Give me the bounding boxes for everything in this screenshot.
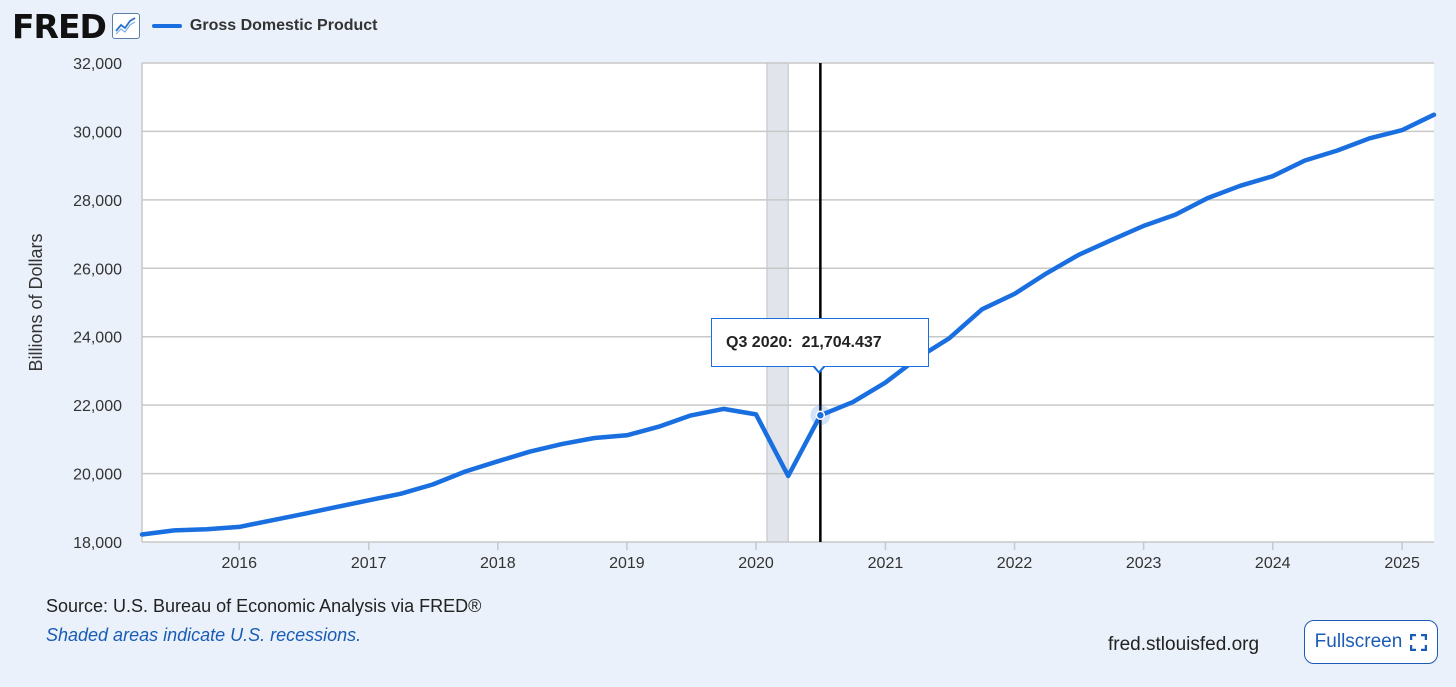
tooltip-arrow-inner	[814, 365, 824, 371]
y-tick-label: 18,000	[73, 535, 122, 552]
recession-note: Shaded areas indicate U.S. recessions.	[46, 625, 362, 645]
chart-header: FRED Gross Domestic Product	[12, 8, 378, 44]
legend-swatch	[151, 24, 182, 28]
data-tooltip: Q3 2020: 21,704.437	[711, 318, 929, 367]
fullscreen-label: Fullscreen	[1314, 631, 1403, 652]
x-tick-label: 2021	[868, 555, 904, 572]
y-tick-label: 24,000	[73, 330, 122, 347]
tooltip-value: 21,704.437	[801, 333, 882, 351]
site-url[interactable]: fred.stlouisfed.org	[1108, 634, 1260, 655]
x-tick-label: 2019	[609, 555, 645, 572]
y-tick-label: 30,000	[73, 124, 122, 141]
y-axis-label: Billions of Dollars	[26, 233, 46, 371]
hover-point	[815, 410, 826, 421]
x-tick-label: 2024	[1255, 555, 1291, 572]
legend: Gross Domestic Product	[151, 17, 378, 35]
tooltip-label: Q3 2020:	[726, 333, 793, 351]
x-tick-label: 2023	[1126, 555, 1162, 572]
fullscreen-button[interactable]: Fullscreen	[1304, 620, 1438, 664]
gdp-series-line	[139, 112, 1437, 537]
fred-logo[interactable]: FRED	[12, 6, 107, 46]
x-tick-label: 2025	[1384, 555, 1420, 572]
expand-icon	[1410, 633, 1428, 651]
x-tick-label: 2017	[351, 555, 387, 572]
x-tick-label: 2020	[738, 555, 774, 572]
source-text: Source: U.S. Bureau of Economic Analysis…	[46, 596, 482, 616]
x-tick-label: 2022	[997, 555, 1033, 572]
x-tick-label: 2018	[480, 555, 516, 572]
legend-label: Gross Domestic Product	[189, 17, 378, 34]
y-tick-label: 26,000	[73, 261, 122, 278]
y-tick-label: 28,000	[73, 193, 122, 210]
y-tick-label: 20,000	[73, 467, 122, 484]
line-graph-icon	[111, 13, 140, 39]
x-tick-label: 2016	[221, 555, 257, 572]
y-tick-label: 22,000	[73, 398, 122, 415]
y-tick-label: 32,000	[73, 56, 122, 73]
